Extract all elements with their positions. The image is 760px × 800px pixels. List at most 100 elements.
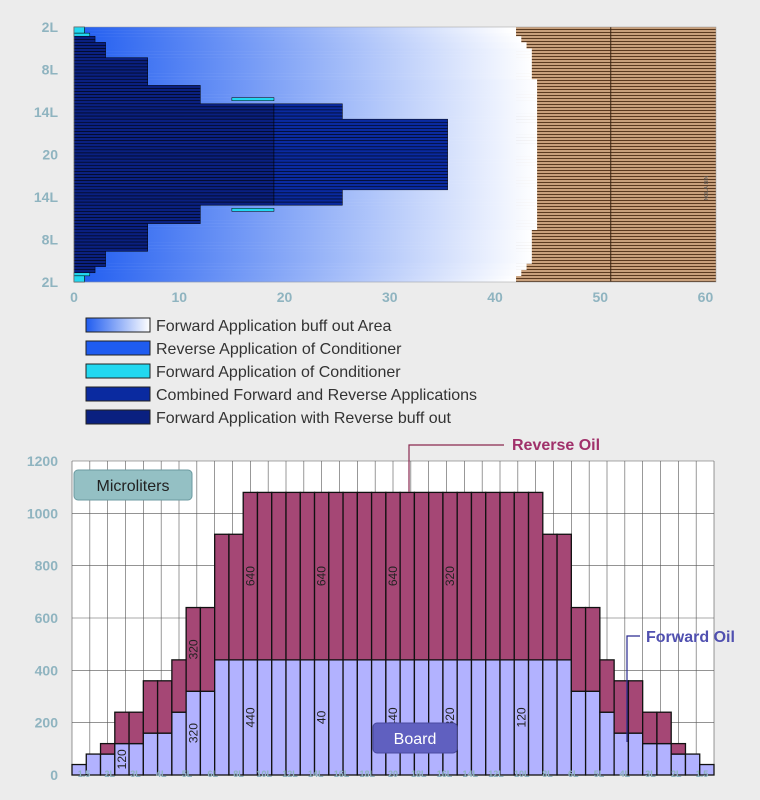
combined-application-row bbox=[73, 263, 106, 267]
x-tick-label: 3L bbox=[645, 769, 656, 779]
buff-out-row bbox=[74, 238, 532, 243]
reverse-oil-bar bbox=[656, 711, 672, 745]
inner-block-row bbox=[273, 137, 448, 141]
combined-application-row bbox=[73, 171, 275, 175]
inner-block-row bbox=[273, 143, 448, 148]
y-tick-label: 0 bbox=[50, 767, 58, 783]
combined-application-row bbox=[73, 106, 275, 111]
combined-application-row bbox=[73, 220, 201, 224]
x-tick-label: 14L bbox=[462, 769, 478, 779]
y-tick-label: 600 bbox=[35, 610, 59, 626]
legend-swatch bbox=[85, 409, 151, 425]
combined-application-row bbox=[73, 257, 106, 261]
reverse-oil-bar bbox=[642, 711, 658, 745]
forward-oil-bar bbox=[570, 690, 587, 776]
forward-oil-bar bbox=[228, 659, 244, 776]
reverse-oil-bar bbox=[584, 606, 601, 692]
x-tick-label: 60 bbox=[698, 289, 714, 305]
bar-value-label: 320 bbox=[186, 639, 200, 659]
forward-oil-bar bbox=[171, 711, 187, 776]
x-tick-label: 6L bbox=[568, 769, 579, 779]
combined-application-row bbox=[73, 118, 275, 123]
combined-application-row bbox=[73, 198, 275, 203]
x-tick-label: 16L bbox=[334, 769, 350, 779]
x-tick-label: 10 bbox=[171, 289, 187, 305]
forward-oil-bar bbox=[199, 690, 216, 776]
buff-out-row bbox=[74, 30, 511, 34]
buff-out-row bbox=[74, 51, 532, 55]
reverse-oil-bar bbox=[627, 680, 644, 734]
forward-conditioner-mark bbox=[73, 26, 85, 34]
mid-block-row bbox=[273, 109, 343, 114]
buff-out-row bbox=[74, 97, 538, 101]
forward-oil-bar bbox=[527, 659, 544, 776]
reverse-oil-bar bbox=[599, 659, 615, 713]
inner-block-row bbox=[273, 118, 448, 123]
forward-oil-bar bbox=[299, 659, 316, 776]
legend-swatch bbox=[85, 340, 151, 356]
combined-application-row bbox=[73, 140, 275, 144]
combined-application-row bbox=[73, 229, 148, 234]
combined-application-row bbox=[73, 121, 275, 126]
reverse-oil-annotation: Reverse Oil bbox=[512, 437, 600, 454]
mid-block-row bbox=[273, 201, 343, 206]
buff-out-row bbox=[74, 73, 532, 77]
combined-application-row bbox=[73, 97, 201, 101]
inner-block-row bbox=[273, 183, 448, 188]
microliters-box bbox=[73, 469, 193, 501]
x-tick-label: 1.5 bbox=[78, 769, 91, 779]
forward-oil-bar bbox=[542, 659, 558, 776]
x-tick-label: 0 bbox=[70, 289, 78, 305]
y-tick-label: 8L bbox=[42, 62, 59, 78]
reverse-oil-leader bbox=[408, 444, 504, 492]
x-tick-label: 2L bbox=[671, 769, 682, 779]
combined-application-row bbox=[73, 131, 275, 135]
x-tick-label: 10L bbox=[514, 769, 530, 779]
x-tick-label: 14L bbox=[308, 769, 324, 779]
combined-application-row bbox=[73, 115, 275, 120]
combined-application-row bbox=[73, 165, 275, 169]
combined-application-row bbox=[73, 146, 275, 151]
buff-out-row bbox=[74, 36, 522, 40]
legend-label: Reverse Application of Conditioner bbox=[156, 341, 402, 358]
bar-value-label: 320 bbox=[186, 723, 200, 743]
combined-application-row bbox=[73, 112, 275, 117]
reverse-oil-bar bbox=[342, 491, 358, 661]
combined-application-row bbox=[73, 57, 148, 62]
legend-label: Forward Application of Conditioner bbox=[156, 364, 401, 381]
buff-out-row bbox=[74, 223, 538, 227]
x-axis-ticks: 0 10 20 30 40 50 60 bbox=[70, 289, 713, 305]
combined-application-row bbox=[73, 137, 275, 141]
combined-application-row bbox=[73, 69, 148, 74]
x-tick-label: 12L bbox=[488, 769, 504, 779]
oil-bars bbox=[71, 491, 715, 776]
bar-value-label: 320 bbox=[443, 707, 457, 727]
forward-oil-bar bbox=[656, 742, 672, 776]
buff-out-row bbox=[74, 269, 522, 273]
x-axis-ticks: 1.5 2L 3L 4L 5L 6L 8L 10L 12L 14L 16L 18L 20 18L 16L 14… bbox=[78, 769, 709, 779]
x-tick-label: 20 bbox=[277, 289, 293, 305]
buff-out-row bbox=[74, 235, 532, 240]
bar-value-label: 120 bbox=[115, 749, 129, 769]
buff-out-row bbox=[74, 33, 517, 37]
buff-out-row bbox=[74, 275, 517, 280]
combined-application-row bbox=[73, 158, 275, 163]
legend-swatch bbox=[85, 386, 151, 402]
combined-application-row bbox=[73, 204, 201, 209]
buff-out-row bbox=[74, 278, 511, 283]
combined-application-row bbox=[73, 211, 201, 215]
combined-application-row bbox=[73, 223, 148, 227]
inner-block-row bbox=[273, 152, 448, 157]
buff-out-row bbox=[74, 91, 538, 95]
combined-application-row bbox=[73, 66, 148, 71]
forward-oil-bar bbox=[214, 659, 230, 776]
buff-out-row bbox=[74, 66, 532, 71]
combined-application-row bbox=[73, 152, 275, 157]
inner-block-row bbox=[273, 186, 448, 191]
forward-oil-bar bbox=[342, 659, 358, 776]
y-axis-ticks: 0 200 400 600 800 1000 1200 bbox=[27, 453, 58, 783]
forward-oil-bar bbox=[584, 690, 601, 776]
combined-application-row bbox=[73, 251, 106, 255]
mid-block-row bbox=[273, 189, 343, 194]
